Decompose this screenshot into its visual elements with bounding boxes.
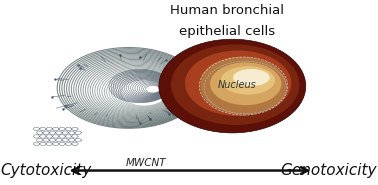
Ellipse shape (159, 39, 306, 133)
Ellipse shape (233, 69, 270, 86)
Ellipse shape (210, 63, 282, 105)
Text: Nucleus: Nucleus (218, 80, 257, 90)
Ellipse shape (171, 44, 299, 125)
Ellipse shape (221, 66, 275, 95)
Ellipse shape (221, 63, 273, 92)
Ellipse shape (200, 58, 287, 115)
Text: MWCNT: MWCNT (125, 158, 166, 168)
Text: Genotoxicity: Genotoxicity (281, 163, 377, 178)
Text: epithelial cells: epithelial cells (178, 25, 275, 38)
Ellipse shape (201, 57, 282, 106)
Text: Human bronchial: Human bronchial (170, 4, 284, 17)
Text: Cytotoxicity: Cytotoxicity (1, 163, 92, 178)
Ellipse shape (185, 51, 291, 116)
